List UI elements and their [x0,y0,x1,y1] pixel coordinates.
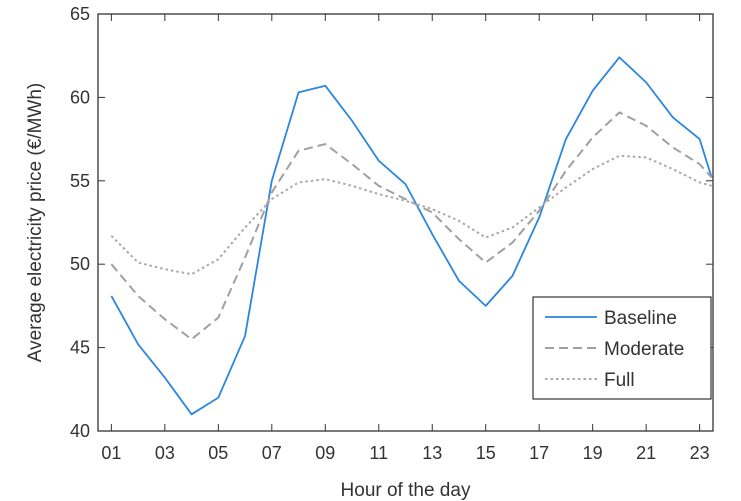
y-tick-label: 55 [70,171,90,191]
y-tick-label: 65 [70,4,90,24]
x-tick-label: 09 [315,443,335,463]
x-tick-label: 05 [208,443,228,463]
y-tick-label: 50 [70,254,90,274]
y-tick-label: 60 [70,87,90,107]
x-tick-label: 07 [262,443,282,463]
y-tick-label: 45 [70,338,90,358]
x-tick-label: 23 [690,443,710,463]
x-axis-label: Hour of the day [341,480,471,501]
y-axis: 40 45 50 55 60 65 [70,4,713,441]
x-tick-label: 15 [476,443,496,463]
y-axis-label: Average electricity price (€/MWh) [25,83,46,362]
x-tick-label: 03 [155,443,175,463]
legend: Baseline Moderate Full [532,296,712,400]
x-axis: 01 03 05 07 09 11 13 15 17 19 21 23 [101,14,710,463]
x-tick-label: 21 [636,443,656,463]
x-tick-label: 19 [583,443,603,463]
plot-lines [110,56,713,416]
legend-label-baseline: Baseline [604,308,677,329]
series-line-baseline [110,56,713,416]
legend-label-moderate: Moderate [604,339,684,360]
x-tick-label: 01 [101,443,121,463]
series-line-full [110,154,712,276]
x-tick-label: 17 [529,443,549,463]
x-tick-label: 11 [369,443,388,463]
plot-frame [97,13,714,432]
x-tick-label: 13 [422,443,442,463]
y-tick-label: 40 [70,421,90,441]
legend-label-full: Full [604,370,635,391]
